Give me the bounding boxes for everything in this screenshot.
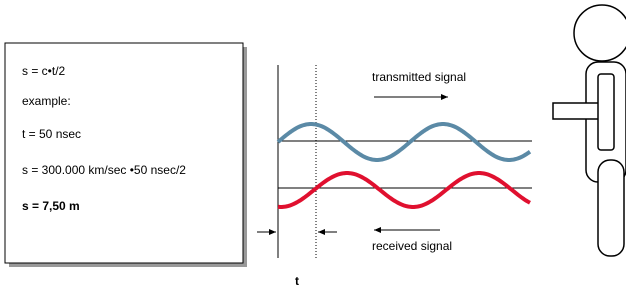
formula: s = c•t/2	[22, 64, 66, 78]
person	[553, 5, 626, 256]
diagram: s = c•t/2 example: t = 50 nsec s = 300.0…	[0, 0, 626, 290]
time-value: t = 50 nsec	[22, 127, 81, 141]
leg	[598, 160, 624, 256]
received-label: received signal	[372, 239, 452, 253]
head	[574, 5, 626, 61]
result: s = 7,50 m	[22, 199, 80, 213]
calculation: s = 300.000 km/sec •50 nsec/2	[22, 163, 186, 177]
upper-arm	[598, 74, 614, 150]
transmitted-label: transmitted signal	[372, 70, 466, 84]
transmitted-wave	[278, 124, 530, 160]
time-label: t	[295, 274, 299, 288]
example-label: example:	[22, 94, 71, 108]
received-wave	[278, 173, 530, 207]
